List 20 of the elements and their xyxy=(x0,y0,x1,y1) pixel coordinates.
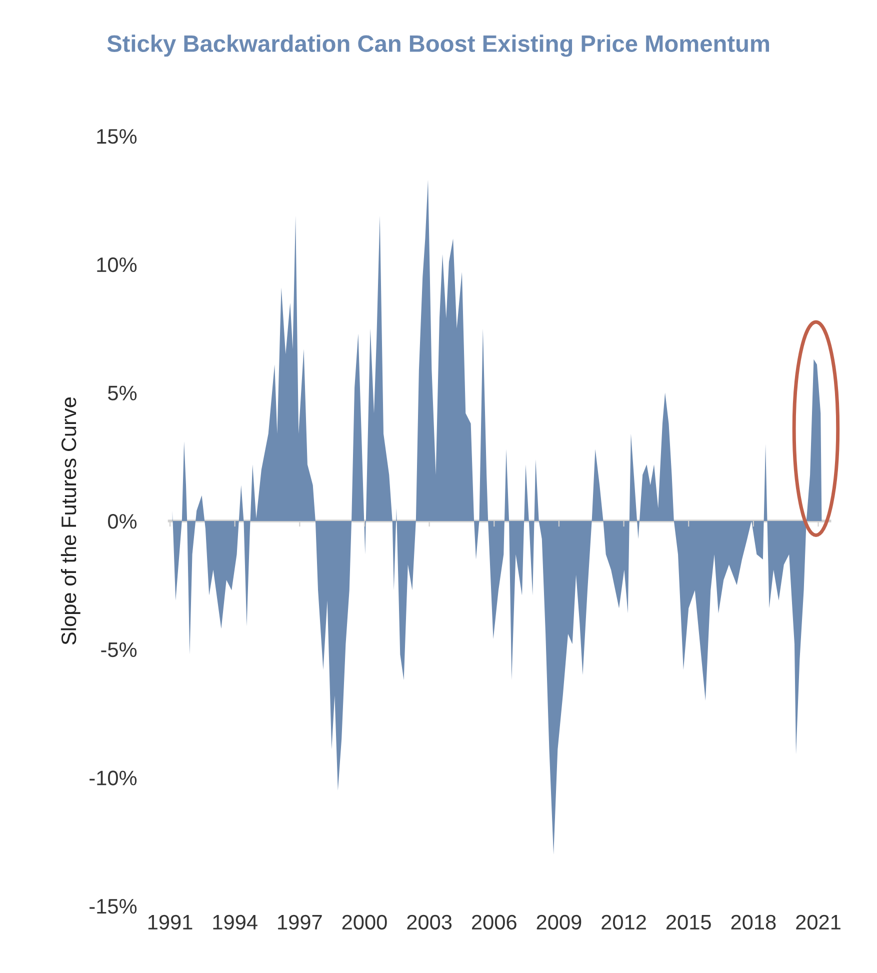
y-tick-label: 10% xyxy=(97,257,137,272)
x-tick-label: 2021 xyxy=(796,914,840,930)
x-tick-label: 1991 xyxy=(148,914,192,930)
x-tick-label: 2006 xyxy=(472,914,516,930)
x-tick-label: 2003 xyxy=(407,914,452,930)
x-tick-label: 1997 xyxy=(278,914,322,930)
y-tick-label: 15% xyxy=(97,129,137,144)
x-tick-label: 2009 xyxy=(536,914,582,930)
x-tick-label: 2015 xyxy=(666,914,711,930)
x-tick-label: 1994 xyxy=(213,914,258,930)
x-tick-label: 2018 xyxy=(731,914,776,930)
y-tick-label: 5% xyxy=(108,386,137,400)
x-tick-label: 2000 xyxy=(342,914,387,930)
x-tick-label: 2012 xyxy=(602,914,646,930)
y-tick-label: -15% xyxy=(90,899,137,914)
y-tick-label: 0% xyxy=(108,514,137,529)
y-tick-label: -5% xyxy=(101,642,137,658)
chart-title: Sticky Backwardation Can Boost Existing Price Momentum xyxy=(107,34,769,57)
y-tick-label: -10% xyxy=(90,770,137,786)
y-axis-title: Slope of the Futures Curve xyxy=(60,397,80,645)
